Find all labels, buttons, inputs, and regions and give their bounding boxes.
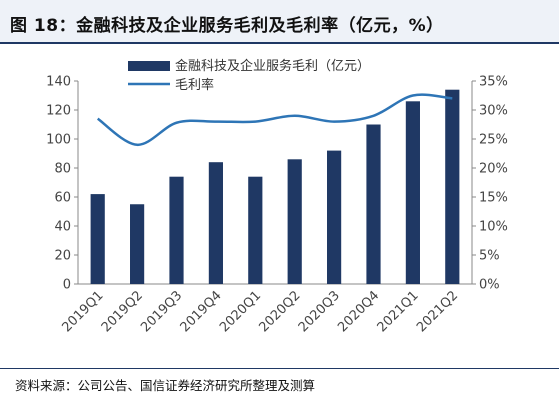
- margin-line: [96, 93, 453, 147]
- bar: [169, 176, 184, 284]
- left-tick-label: 20: [54, 249, 71, 264]
- source-note: 资料来源：公司公告、国信证券经济研究所整理及测算: [15, 378, 316, 393]
- legend-label-line: 毛利率: [175, 77, 214, 93]
- left-tick-label: 80: [54, 162, 71, 177]
- x-tick-label: 2020Q1: [217, 288, 264, 335]
- x-tick-label: 2020Q4: [335, 288, 382, 335]
- x-tick-label: 2020Q3: [296, 288, 343, 335]
- right-tick-label: 10%: [479, 220, 508, 235]
- left-tick-label: 120: [46, 104, 71, 119]
- bar: [287, 159, 302, 284]
- bar: [208, 162, 223, 284]
- right-tick-label: 35%: [479, 75, 508, 90]
- right-tick-label: 30%: [479, 104, 508, 119]
- chart: 0 20 40 60 80 100 120 140 0% 5% 10% 15% 20% 25% 30% 35%…: [46, 58, 508, 335]
- right-tick-label: 0%: [479, 278, 500, 293]
- bar: [90, 194, 105, 284]
- x-tick-label: 2021Q2: [414, 288, 461, 335]
- left-tick-label: 60: [54, 191, 71, 206]
- left-tick-label: 40: [54, 220, 71, 235]
- x-tick-label: 2019Q2: [99, 288, 146, 335]
- legend-label-bar: 金融科技及企业服务毛利（亿元）: [175, 58, 370, 74]
- x-tick-label: 2021Q1: [375, 288, 422, 335]
- source-divider: [0, 368, 559, 369]
- right-tick-label: 15%: [479, 191, 508, 206]
- bar: [130, 204, 145, 284]
- left-tick-label: 140: [46, 75, 71, 90]
- right-tick-label: 25%: [479, 133, 508, 148]
- x-tick-label: 2019Q4: [178, 288, 225, 335]
- bar: [248, 176, 263, 284]
- title-bar: 图 18：金融科技及企业服务毛利及毛利率（亿元，%）: [0, 0, 559, 44]
- right-tick-label: 5%: [479, 249, 500, 264]
- bar: [366, 124, 381, 284]
- bar: [327, 150, 342, 284]
- left-tick-label: 100: [46, 133, 71, 148]
- bar: [445, 89, 460, 284]
- legend-swatch-bar: [128, 61, 170, 71]
- x-tick-label: 2019Q3: [138, 288, 185, 335]
- right-tick-label: 20%: [479, 162, 508, 177]
- x-tick-label: 2020Q2: [256, 288, 303, 335]
- bar: [405, 101, 420, 284]
- x-tick-label: 2019Q1: [59, 288, 106, 335]
- left-tick-label: 0: [63, 278, 71, 293]
- figure-title: 图 18：金融科技及企业服务毛利及毛利率（亿元，%）: [10, 16, 444, 36]
